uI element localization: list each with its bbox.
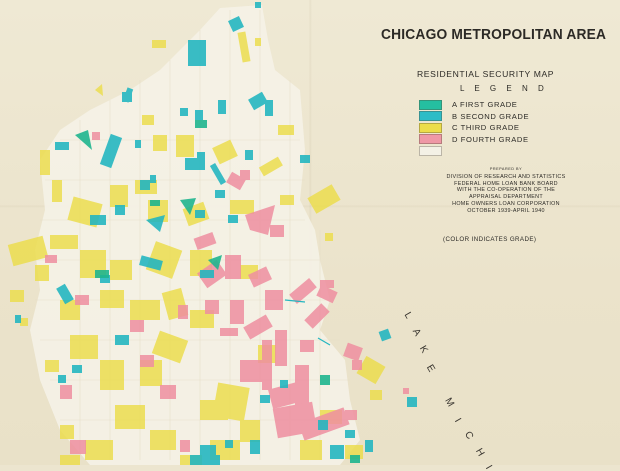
legend-heading: L E G E N D xyxy=(460,84,548,93)
legend: A FIRST GRADE B SECOND GRADE C THIRD GRA… xyxy=(419,99,529,157)
grade-b-swatch xyxy=(419,111,442,122)
credit-line: HOME OWNERS LOAN CORPORATION xyxy=(452,200,560,207)
map-subtitle: RESIDENTIAL SECURITY MAP xyxy=(417,69,555,79)
legend-label: A FIRST GRADE xyxy=(452,100,518,110)
map-title: CHICAGO METROPOLITAN AREA xyxy=(381,27,607,43)
credit-line: FEDERAL HOME LOAN BANK BOARD xyxy=(454,180,558,187)
legend-label: D FOURTH GRADE xyxy=(452,134,529,144)
credits-block: PREPARED BY DIVISION OF RESEARCH AND STA… xyxy=(431,166,581,215)
legend-row-grade-d: D FOURTH GRADE xyxy=(419,134,529,146)
legend-row-grade-c: C THIRD GRADE xyxy=(419,122,529,134)
ungraded-areas xyxy=(30,5,360,465)
prepared-by: PREPARED BY xyxy=(489,167,523,171)
ungraded-swatch xyxy=(419,145,442,156)
legend-label: B SECOND GRADE xyxy=(452,111,530,121)
grade-a-areas xyxy=(75,120,360,463)
credit-line: WITH THE CO-OPERATION OF THE xyxy=(456,187,556,194)
legend-label: C THIRD GRADE xyxy=(452,123,520,133)
legend-row-ungraded xyxy=(419,145,529,157)
credit-line: APPRAISAL DEPARTMENT xyxy=(469,194,543,201)
legend-row-grade-a: A FIRST GRADE xyxy=(419,99,529,111)
credit-line: DIVISION OF RESEARCH AND STATISTICS xyxy=(446,173,566,180)
grade-d-areas xyxy=(45,132,409,454)
grade-a-swatch xyxy=(419,99,442,110)
credit-date: OCTOBER 1939-APRIL 1940 xyxy=(467,207,545,214)
legend-row-grade-b: B SECOND GRADE xyxy=(419,111,529,123)
grade-c-swatch xyxy=(419,122,442,133)
grade-d-swatch xyxy=(419,134,442,145)
color-note: (COLOR INDICATES GRADE) xyxy=(443,236,537,243)
grade-b-areas xyxy=(15,2,417,465)
misc-strokes xyxy=(284,299,331,346)
